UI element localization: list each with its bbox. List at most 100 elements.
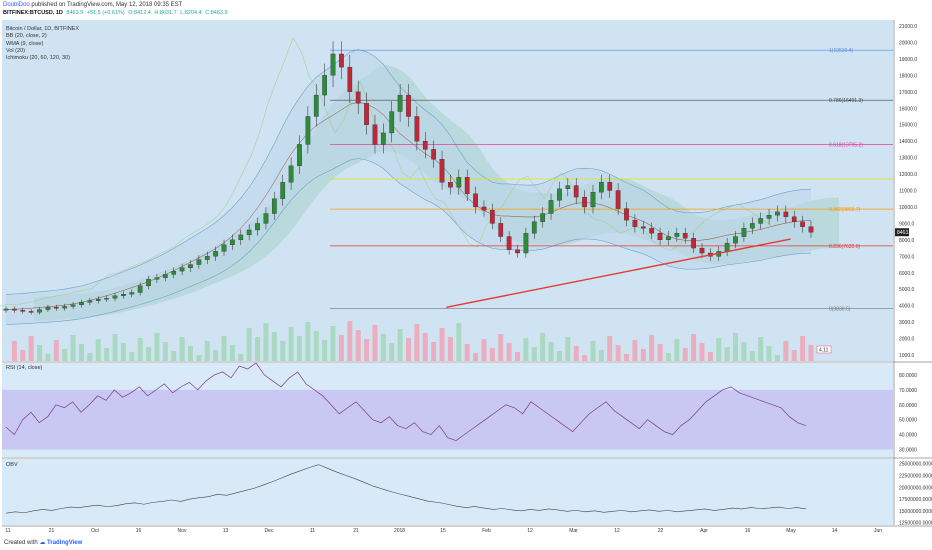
obv-tick-label: 25000000.0000 <box>899 462 932 468</box>
candle-body <box>79 302 84 305</box>
volume-bar <box>11 341 17 361</box>
volume-bar <box>665 353 671 361</box>
x-tick-label: Dec <box>265 528 274 534</box>
volume-bar <box>338 335 344 361</box>
high-value: H:8631.7 <box>154 10 177 16</box>
candle-body <box>783 211 789 217</box>
candle-body <box>196 259 202 265</box>
x-tick-label: 16 <box>136 528 142 534</box>
volume-bar <box>565 337 571 361</box>
candle-body <box>204 256 210 260</box>
candle-body <box>548 200 554 214</box>
volume-bar <box>464 344 470 361</box>
candle-body <box>624 208 629 221</box>
volume-bar <box>573 346 579 361</box>
volume-bar <box>45 354 51 361</box>
volume-bar <box>187 346 193 361</box>
candle-body <box>582 196 587 208</box>
price-tick-label: 2000.0 <box>899 337 915 343</box>
volume-bar <box>347 321 353 361</box>
volume-bar <box>406 338 411 361</box>
x-tick-label: 11 <box>310 528 315 534</box>
rsi-tick-label: 80.0000 <box>899 373 917 379</box>
candle-body <box>691 238 696 249</box>
legend-vol[interactable]: Vol (20) <box>6 47 25 54</box>
author-link[interactable]: DoubiDoo <box>3 2 30 8</box>
volume-bar <box>62 349 68 361</box>
price-tick-label: 18000.0 <box>899 73 917 79</box>
symbol-label: BITFINEX:BTCUSD, 1D <box>3 10 63 16</box>
indicator-legend: Bitcoin / Dollar, 1D, BITFINEX BB (20, c… <box>6 26 79 62</box>
candle-body <box>599 182 604 193</box>
volume-bar <box>598 350 604 361</box>
publish-text: published on TradingView.com, May 12, 20… <box>31 2 183 8</box>
volume-bar <box>800 336 806 361</box>
volume-bar <box>774 355 780 361</box>
candle-body <box>62 306 68 309</box>
candle-body <box>372 124 378 145</box>
volume-bar <box>330 326 336 361</box>
candle-body <box>297 144 302 166</box>
volume-bar <box>749 351 755 361</box>
fib-level-label: 0.618(13795.2) <box>829 143 863 149</box>
candle-body <box>615 190 621 209</box>
x-tick-label: 16 <box>745 528 751 534</box>
candle-body <box>749 223 755 229</box>
legend-wma[interactable]: WMA (9, close) <box>6 40 44 47</box>
volume-bar <box>322 340 328 361</box>
volume-bar <box>154 333 160 361</box>
symbol-header: BITFINEX:BTCUSD, 1D 8463.9 +51.5 (+0.61%… <box>3 10 230 16</box>
obv-pane-bg <box>2 459 893 525</box>
volume-bar <box>397 329 403 361</box>
candle-body <box>53 307 59 309</box>
legend-bb[interactable]: BB (20, close, 2) <box>6 33 47 40</box>
volume-tag-label: 4.11 <box>819 348 829 354</box>
price-tick-label: 13000.0 <box>899 156 917 162</box>
x-tick-label: Jun <box>874 528 882 534</box>
candle-body <box>112 295 118 299</box>
x-tick-label: 15 <box>440 528 446 534</box>
volume-bar <box>506 343 512 361</box>
volume-bar <box>590 341 596 361</box>
x-tick-label: 21 <box>49 528 55 534</box>
x-tick-label: 13 <box>223 528 229 534</box>
candle-body <box>422 140 428 150</box>
price-tick-label: 6000.0 <box>899 271 915 277</box>
candle-body <box>506 236 512 250</box>
volume-bar <box>280 341 286 361</box>
volume-bar <box>171 351 177 361</box>
volume-bar <box>78 344 84 361</box>
candle-body <box>3 308 9 311</box>
price-tick-label: 21000.0 <box>899 24 917 30</box>
volume-bar <box>473 353 479 361</box>
candle-body <box>146 279 151 287</box>
rsi-pane-label[interactable]: RSI (14, close) <box>6 365 43 371</box>
tradingview-brand[interactable]: TradingView <box>47 540 83 546</box>
candle-body <box>439 159 445 183</box>
volume-bar <box>523 338 529 361</box>
candle-body <box>288 165 294 183</box>
candle-body <box>230 239 235 245</box>
candle-body <box>649 228 655 234</box>
volume-bar <box>104 348 110 361</box>
volume-bar <box>607 336 613 361</box>
obv-tick-label: 15000000.0000 <box>899 509 932 515</box>
candle-body <box>154 277 160 280</box>
legend-ichimoku[interactable]: Ichimoku (20, 60, 120, 30) <box>6 55 70 62</box>
volume-bar <box>389 343 395 361</box>
volume-bar <box>615 345 621 361</box>
candle-body <box>766 215 772 219</box>
obv-tick-label: 17500000.0000 <box>899 497 932 503</box>
volume-bar <box>556 351 562 361</box>
price-tick-label: 8000.0 <box>899 238 915 244</box>
close-value: C:8463.9 <box>205 10 228 16</box>
candle-body <box>355 91 361 104</box>
volume-bar <box>439 328 445 361</box>
volume-bar <box>221 336 227 361</box>
candle-body <box>448 182 453 188</box>
x-tick-label: 2018 <box>394 528 405 534</box>
volume-bar <box>53 340 59 361</box>
volume-bar <box>263 323 269 361</box>
obv-pane-label[interactable]: OBV <box>6 462 18 468</box>
